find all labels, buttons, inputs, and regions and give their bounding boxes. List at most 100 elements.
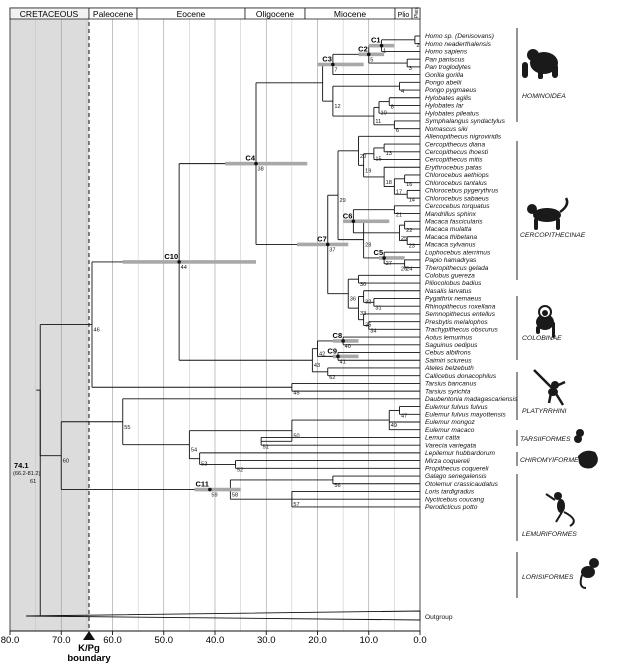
taxon-label: Saguinus oedipus [425, 342, 478, 349]
taxon-label: Lepilemur hubbardorum [425, 450, 496, 457]
node-number: 7 [334, 67, 337, 73]
calibration-label: C11 [196, 480, 209, 489]
node-number: 22 [406, 228, 412, 234]
node-number: 59 [211, 493, 217, 499]
node-number: 37 [329, 247, 335, 253]
calibration-interval-bar [225, 161, 308, 166]
node-numbers: 2135712481011620191513181716142921252223… [63, 43, 420, 508]
node-number: 29 [340, 198, 346, 204]
node-number: 45 [293, 390, 299, 396]
x-tick-label: 30.0 [257, 635, 276, 646]
x-tick-label: 80.0 [1, 635, 20, 646]
node-number: 26 [401, 267, 407, 273]
node-number: 33 [360, 311, 366, 317]
group-tarsiiformes: TARSIIFORMES [520, 436, 571, 443]
x-tick-label: 0.0 [413, 635, 426, 646]
cretaceous-shade [10, 8, 89, 631]
node-number: 2 [416, 43, 419, 49]
node-number: 10 [381, 110, 387, 116]
taxon-label: Chlorocebus sabaeus [425, 195, 489, 202]
node-number: 4 [401, 89, 404, 95]
node-number: 49 [391, 423, 397, 429]
node-number: 12 [334, 104, 340, 110]
calibration-label: C6 [343, 211, 353, 220]
node-number: 36 [350, 297, 356, 303]
taxon-label: Lemur catta [425, 435, 460, 442]
node-number: 14 [409, 197, 415, 203]
x-tick-label: 50.0 [155, 635, 174, 646]
group-platyrrhini: PLATYRRHINI [522, 408, 567, 415]
root-age: 74.1 [14, 461, 29, 470]
calibration-point [336, 354, 340, 359]
node-number: 23 [409, 244, 415, 250]
node-number: 43 [314, 363, 320, 369]
taxon-label: Daubentonia madagascariensis [425, 396, 518, 403]
node-number: 60 [63, 459, 69, 465]
epoch-header: CRETACEOUS Paleocene Eocene Oligocene Mi… [9, 7, 421, 20]
calibration-label: C9 [327, 346, 337, 355]
taxon-label: Hylobates agilis [425, 95, 472, 102]
group-lemuriformes: LEMURIFORMES [522, 531, 577, 538]
kpg-marker-icon [83, 631, 95, 640]
outgroup-triangle [25, 610, 421, 621]
taxon-label: Lophocebus aterrimus [425, 249, 491, 256]
calibration-interval-bar [379, 256, 405, 260]
taxon-label: Eulemur mongoz [425, 419, 476, 426]
calibration-point [351, 219, 356, 224]
taxon-label: Propithecus coquereli [425, 466, 489, 473]
taxon-label: Mirza coquereli [425, 458, 470, 465]
calibration-point [341, 339, 345, 343]
node-number: 41 [340, 359, 346, 365]
taxon-label: Chlorocebus pygerythrus [425, 188, 499, 195]
taxon-label: Colobus guereza [425, 273, 475, 280]
calibration-interval-bar [317, 62, 364, 67]
node-number: 44 [181, 265, 187, 271]
node-number: 51 [263, 444, 269, 450]
node-number: 55 [124, 425, 130, 431]
calibration-point [254, 161, 258, 166]
taxon-label: Cebus albifrons [425, 350, 472, 357]
baboon-silhouette-icon [527, 197, 569, 230]
loris-silhouette-icon [579, 558, 599, 589]
calibration-label: C1 [371, 36, 381, 45]
x-axis-ticks: 80.0 70.0 60.0 50.0 40.0 30.0 20.0 10.0 0.0 [1, 631, 427, 646]
group-hominoidea: HOMINOIDEA [522, 93, 566, 100]
taxon-label: Homo neaderthalensis [425, 41, 492, 48]
taxon-label: Macaca thibetana [425, 234, 477, 241]
calibration-interval-bar [332, 339, 359, 343]
x-tick-label: 60.0 [103, 635, 122, 646]
x-tick-label: 20.0 [308, 635, 327, 646]
taxon-labels: Homo sp. (Denisovans)Homo neaderthalensi… [424, 33, 518, 621]
calibration-interval-bar [332, 354, 359, 359]
taxon-label: Presbytis melalophos [425, 319, 488, 326]
group-chiromyiformes: CHIROMYIFORMES [520, 457, 584, 464]
calibration-point [208, 487, 212, 492]
epoch-eocene: Eocene [177, 9, 206, 19]
tarsier-silhouette-icon [574, 429, 584, 443]
calibration-label: C7 [317, 234, 327, 243]
node-number: 56 [334, 483, 340, 489]
taxon-label: Cercopithecus mitis [425, 157, 483, 164]
epoch-miocene: Miocene [334, 9, 366, 19]
taxon-label: Pan paniscus [425, 56, 465, 63]
taxon-label: Nomascus siki [425, 126, 468, 133]
taxon-label: Eulemur macaco [425, 427, 475, 434]
x-tick-label: 10.0 [360, 635, 379, 646]
calibration-interval-bar [343, 219, 390, 224]
x-tick-label: 70.0 [52, 635, 71, 646]
taxon-label: Tarsius bancanus [425, 381, 477, 388]
taxon-label: Semnopithecus entellus [425, 311, 496, 318]
taxon-label: Callicebus donacophilus [425, 373, 497, 380]
node-number: 11 [375, 119, 381, 125]
taxon-label: Rhinopithecus roxellana [425, 303, 496, 310]
taxon-label: Varecia variegata [425, 442, 476, 449]
calibration-interval-bar [358, 52, 385, 57]
taxon-label: Hylobates pileatus [425, 110, 480, 117]
taxon-label: Homo sapiens [425, 49, 468, 56]
node-number: 53 [201, 462, 207, 468]
gorilla-silhouette-icon [522, 49, 558, 79]
node-number: 20 [360, 154, 366, 160]
calibration-bars [122, 43, 405, 492]
taxon-label: Chlorocebus tantalus [425, 180, 488, 187]
